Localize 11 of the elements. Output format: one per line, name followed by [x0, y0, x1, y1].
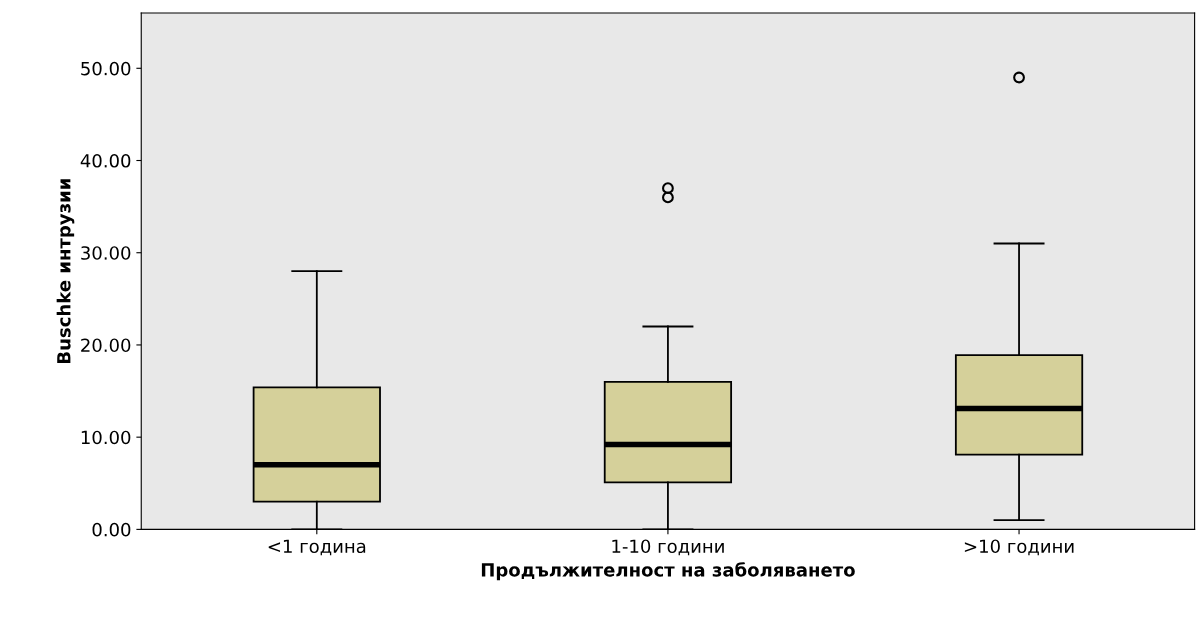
y-axis-title: Buschke интрузии: [56, 179, 75, 364]
y-tick-label: 50.00: [81, 61, 131, 76]
x-tick-label: 1-10 години: [612, 539, 724, 556]
x-axis-title: Продължителност на заболяването: [481, 562, 855, 581]
y-tick-label: 40.00: [80, 153, 131, 168]
x-tick-label: <1 година: [268, 539, 366, 556]
y-tick-label: 20.00: [81, 338, 131, 353]
x-tick-label: >10 години: [964, 539, 1074, 556]
y-tick-label: 10.00: [81, 430, 131, 445]
y-tick-label: 0.00: [92, 522, 131, 537]
y-tick-label: 30.00: [81, 246, 131, 260]
